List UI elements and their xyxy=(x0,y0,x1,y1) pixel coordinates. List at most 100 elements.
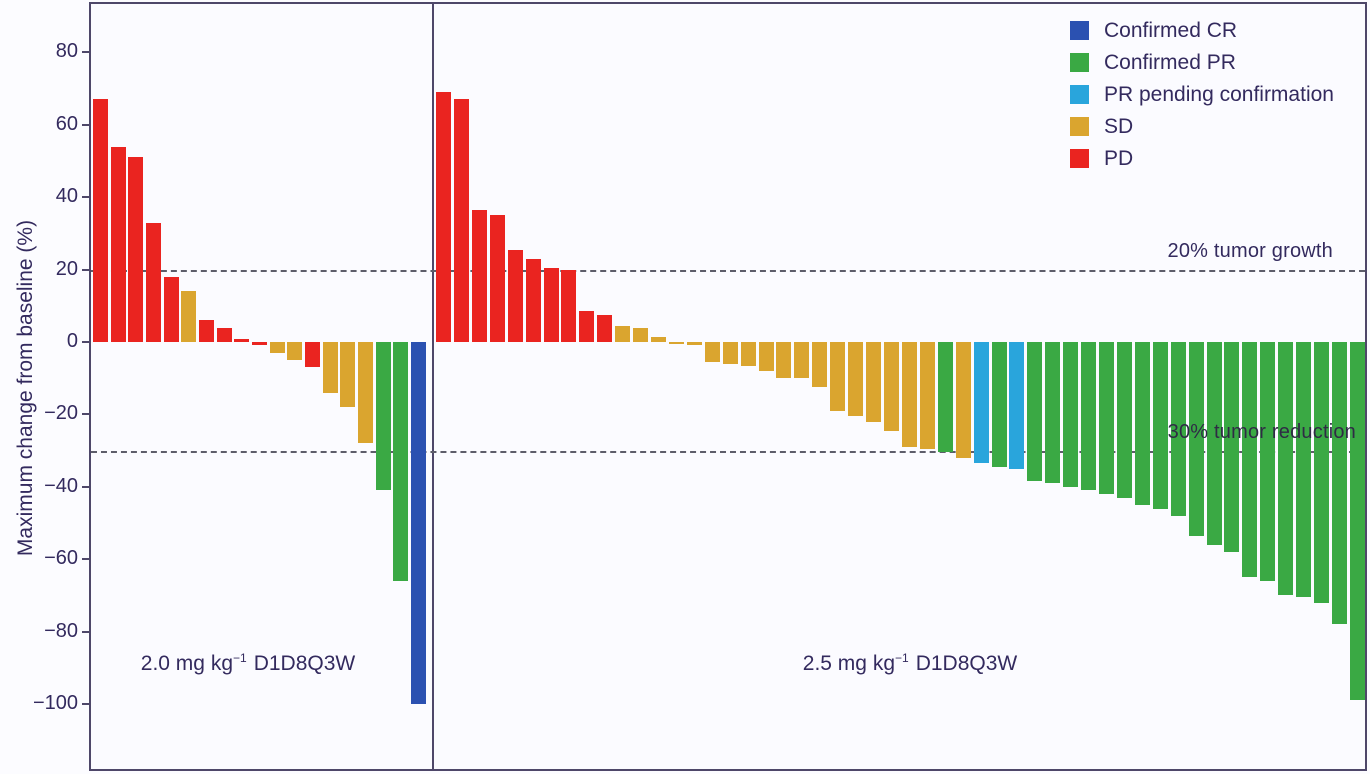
bar xyxy=(848,342,864,417)
bar xyxy=(812,342,828,388)
bar xyxy=(973,342,989,464)
bar xyxy=(561,269,577,342)
legend-label: PR pending confirmation xyxy=(1104,82,1334,106)
bar xyxy=(340,342,356,408)
y-tick-label: −20 xyxy=(44,402,78,425)
bar xyxy=(145,222,161,342)
y-tick-label: 40 xyxy=(55,185,78,208)
bar xyxy=(758,342,774,371)
dose-left-text: 2.0 mg kg xyxy=(140,652,233,675)
bar xyxy=(322,342,338,393)
y-tick-label: −80 xyxy=(44,619,78,642)
bar xyxy=(436,92,451,342)
y-tick-label: −40 xyxy=(44,474,78,497)
legend-label: PD xyxy=(1104,146,1134,170)
y-tick-label: 20 xyxy=(55,257,78,280)
y-tick-label: 0 xyxy=(66,330,78,352)
bar xyxy=(955,342,971,458)
bar xyxy=(198,320,214,342)
dose-right-sup: −1 xyxy=(895,651,909,665)
bar xyxy=(794,342,810,379)
legend-swatch-cr xyxy=(1070,21,1089,40)
bar xyxy=(1314,342,1330,603)
reference-line-30pct-reduction xyxy=(91,450,1365,453)
bar xyxy=(287,342,303,361)
bar xyxy=(1332,342,1347,625)
bar xyxy=(251,342,267,345)
bar xyxy=(1349,342,1365,701)
legend: Confirmed CR Confirmed PR PR pending confi… xyxy=(1070,19,1334,181)
y-tick-mark xyxy=(82,703,89,705)
bar xyxy=(704,342,720,362)
bar xyxy=(686,342,702,345)
bar xyxy=(181,291,197,342)
bar xyxy=(163,276,179,342)
dose-label-2-5mg: 2.5 mg kg−1 D1D8Q3W xyxy=(750,651,1070,676)
dose-right-text: 2.5 mg kg xyxy=(802,652,895,675)
y-tick-mark xyxy=(82,51,89,54)
legend-swatch-pr xyxy=(1070,53,1089,72)
y-tick-label: −100 xyxy=(32,692,78,714)
bar xyxy=(722,342,738,364)
bar xyxy=(597,314,613,342)
bar xyxy=(393,342,409,581)
plot-area: 20% tumor growth 30% tumor reduction 2.0… xyxy=(89,2,1367,771)
bar xyxy=(901,342,917,447)
legend-item-cr: Confirmed CR xyxy=(1070,19,1334,42)
bar xyxy=(1027,342,1043,482)
legend-swatch-sd xyxy=(1070,117,1089,136)
y-tick-label: 80 xyxy=(55,40,78,63)
dose-label-2-0mg: 2.0 mg kg−1 D1D8Q3W xyxy=(88,651,408,676)
bar xyxy=(128,157,144,342)
bar xyxy=(1045,342,1061,484)
bar xyxy=(579,311,595,342)
bar xyxy=(489,215,505,342)
bar xyxy=(93,99,108,342)
legend-label: SD xyxy=(1104,114,1134,138)
bar xyxy=(269,342,285,353)
bar xyxy=(1188,342,1204,536)
bar xyxy=(110,146,126,342)
bar xyxy=(740,342,756,366)
bar xyxy=(1152,342,1168,509)
bar xyxy=(633,327,649,342)
legend-item-sd: SD xyxy=(1070,114,1334,138)
bar xyxy=(234,339,250,342)
legend-item-pd: PD xyxy=(1070,146,1334,170)
bar xyxy=(507,249,523,342)
bar xyxy=(991,342,1007,467)
bar xyxy=(1081,342,1097,491)
bar xyxy=(1278,342,1294,596)
dose-right-suffix: D1D8Q3W xyxy=(915,652,1018,675)
bar xyxy=(1224,342,1240,552)
bar xyxy=(1296,342,1312,598)
bar xyxy=(1260,342,1276,581)
dose-left-sup: −1 xyxy=(233,651,247,665)
legend-swatch-pd xyxy=(1070,149,1089,168)
bar xyxy=(1099,342,1115,495)
reduction-annotation: 30% tumor reduction xyxy=(1167,420,1356,443)
legend-label: Confirmed PR xyxy=(1104,50,1236,74)
y-tick-label: 60 xyxy=(55,112,78,135)
bar xyxy=(615,325,631,342)
bar xyxy=(543,267,559,342)
panel-divider xyxy=(432,4,434,769)
y-tick-mark xyxy=(82,485,89,488)
bar xyxy=(919,342,935,449)
bar xyxy=(1206,342,1222,545)
y-tick-mark xyxy=(82,123,89,126)
legend-item-prp: PR pending confirmation xyxy=(1070,82,1334,106)
y-tick-mark xyxy=(82,630,89,633)
y-tick-mark xyxy=(82,341,89,343)
y-tick-mark xyxy=(82,196,89,199)
bar xyxy=(830,342,846,411)
y-tick-label: −60 xyxy=(44,547,78,570)
bar xyxy=(1009,342,1025,469)
dose-left-suffix: D1D8Q3W xyxy=(253,652,356,675)
legend-swatch-prp xyxy=(1070,85,1089,104)
reference-line-20pct-growth xyxy=(91,269,1365,272)
legend-item-pr: Confirmed PR xyxy=(1070,50,1334,74)
bar xyxy=(375,342,391,491)
bar xyxy=(1134,342,1150,505)
